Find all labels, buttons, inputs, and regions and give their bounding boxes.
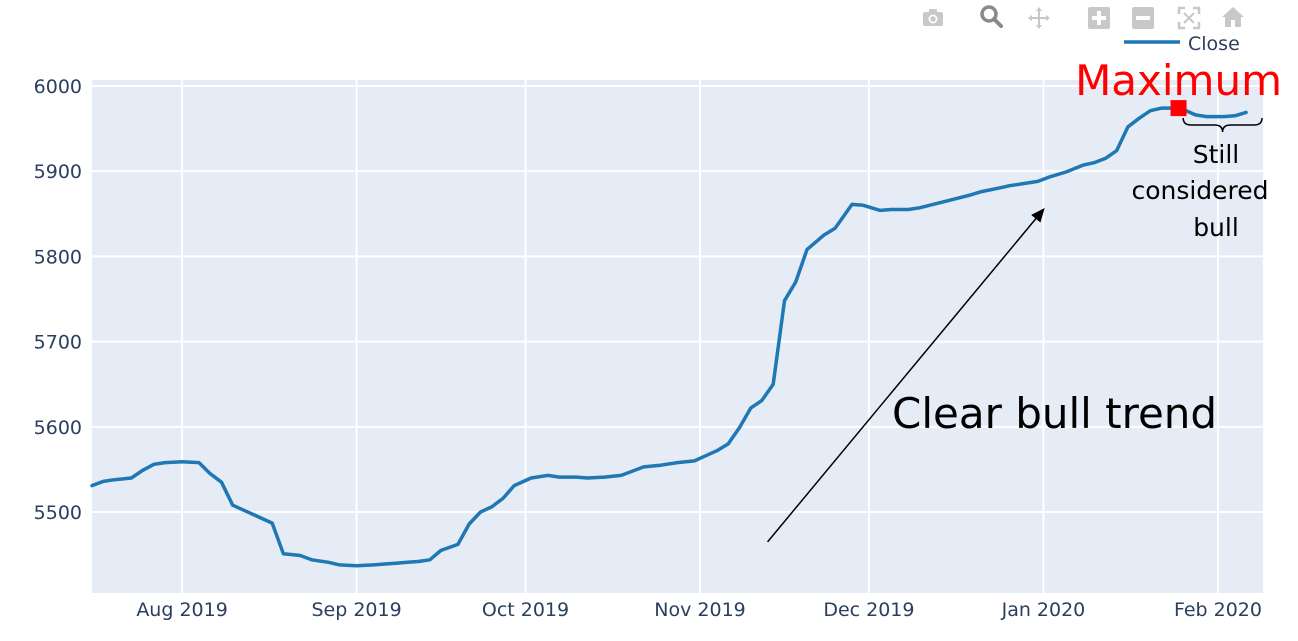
camera-icon[interactable] xyxy=(921,6,945,30)
still-annotation-line-3: bull xyxy=(1193,213,1239,242)
trend-annotation: Clear bull trend xyxy=(892,389,1217,438)
y-tick-label: 5800 xyxy=(34,246,82,268)
zoom-out-icon[interactable] xyxy=(1131,6,1155,30)
y-tick-label: 5900 xyxy=(34,161,82,183)
x-axis-tick-labels: Aug 2019 Sep 2019 Oct 2019 Nov 2019 Dec 2019… xyxy=(136,599,1262,621)
close-series-line xyxy=(90,106,1248,568)
x-tick-label: Feb 2020 xyxy=(1174,599,1262,621)
legend[interactable]: Close xyxy=(1124,33,1240,55)
x-tick-label: Jan 2020 xyxy=(1001,599,1086,621)
zoom-in-icon[interactable] xyxy=(1087,6,1111,30)
still-bull-bracket xyxy=(1182,118,1263,133)
x-tick-label: Nov 2019 xyxy=(654,599,745,621)
autoscale-icon[interactable] xyxy=(1177,6,1201,30)
legend-label: Close xyxy=(1188,33,1240,55)
y-tick-label: 5500 xyxy=(34,502,82,524)
y-axis-tick-labels: 5500 5600 5700 5800 5900 6000 xyxy=(34,76,82,524)
x-tick-label: Aug 2019 xyxy=(136,599,228,621)
x-gridlines xyxy=(181,80,1219,593)
plot-area[interactable] xyxy=(92,80,1263,593)
trend-arrow xyxy=(766,207,1045,543)
still-annotation-line-2: considered xyxy=(1131,176,1268,205)
y-tick-label: 5700 xyxy=(34,332,82,354)
still-annotation-line-1: Still xyxy=(1193,140,1240,169)
maximum-annotation: Maximum xyxy=(1075,56,1282,105)
x-tick-label: Dec 2019 xyxy=(823,599,914,621)
reset-axes-icon[interactable] xyxy=(1221,5,1245,29)
x-tick-label: Oct 2019 xyxy=(482,599,569,621)
maximum-marker xyxy=(1170,100,1187,117)
y-tick-label: 5600 xyxy=(34,417,82,439)
y-tick-label: 6000 xyxy=(34,76,82,98)
zoom-icon[interactable] xyxy=(979,4,1003,28)
pan-icon[interactable] xyxy=(1027,6,1051,30)
x-tick-label: Sep 2019 xyxy=(311,599,401,621)
